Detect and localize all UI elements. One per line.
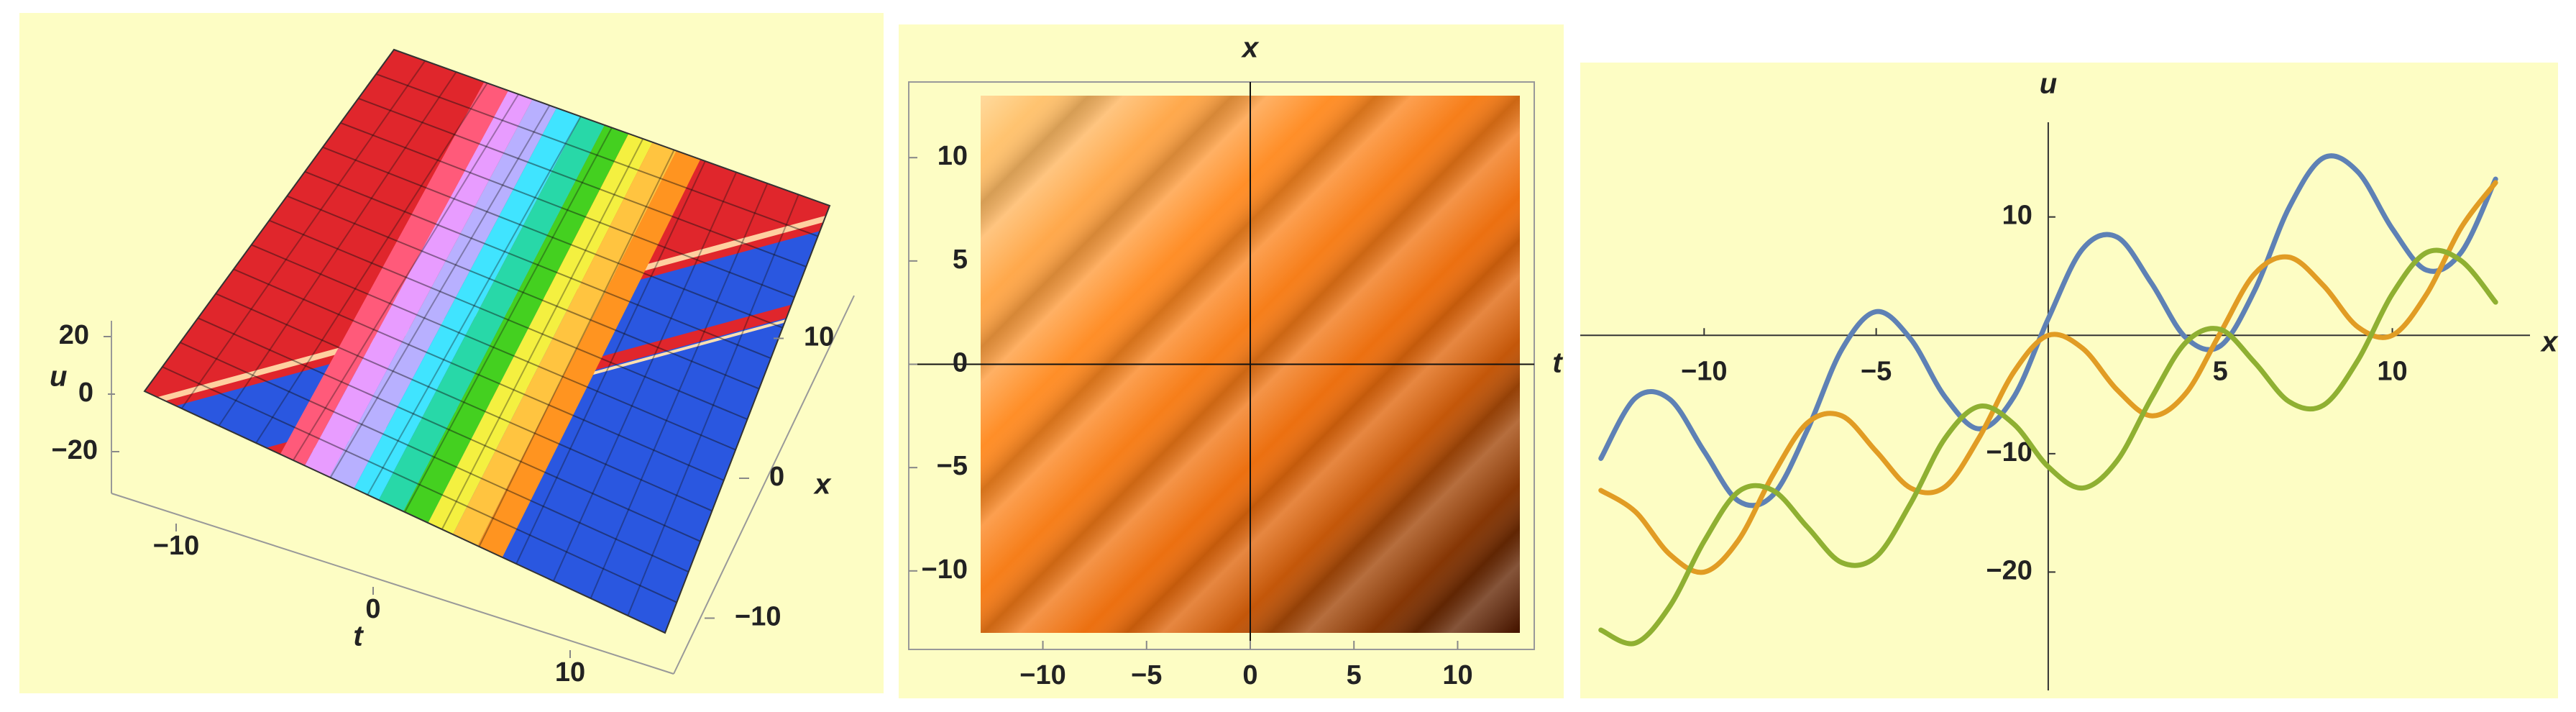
mesh-line — [304, 170, 771, 360]
mesh-line — [197, 317, 701, 542]
x-tick-label: −5 — [1861, 356, 1892, 386]
mesh-line — [269, 219, 748, 420]
box-edges — [111, 295, 855, 675]
x-axis-label: x — [1241, 32, 1260, 64]
x-axis-label: x — [2540, 327, 2559, 358]
x-tick-label: −10 — [1019, 660, 1065, 690]
x-tick-label: 0 — [1242, 660, 1257, 690]
x-axis-label: x — [813, 469, 832, 501]
tick-label: 0 — [365, 594, 380, 624]
y-tick-label: 5 — [953, 245, 968, 275]
mesh-line — [162, 366, 677, 603]
t-axis-label: t — [353, 621, 364, 652]
mesh-line — [340, 122, 795, 298]
mesh-line — [552, 172, 738, 582]
data-line — [1598, 180, 2498, 575]
y-axis-label: u — [2040, 68, 2057, 100]
tick-label: 10 — [555, 657, 585, 688]
tick-label: 0 — [78, 378, 93, 408]
y-tick-label: 10 — [938, 141, 968, 171]
mesh-line — [329, 104, 551, 478]
y-tick-label: −10 — [922, 554, 968, 585]
mesh-line — [375, 73, 818, 237]
mesh-line — [358, 97, 807, 268]
tick-label: 10 — [804, 322, 834, 352]
tick-label: −10 — [735, 602, 781, 632]
x-tick-label: −10 — [1681, 356, 1727, 386]
x-tick-label: 5 — [2213, 356, 2228, 386]
mesh-line — [478, 150, 675, 547]
mesh-line — [251, 244, 736, 451]
mesh-line — [441, 138, 644, 530]
mesh-line — [233, 268, 725, 481]
y-axis-label: t — [1552, 347, 1563, 379]
tick-label: 20 — [59, 320, 89, 350]
mesh-line — [367, 116, 582, 496]
mesh-line — [218, 71, 457, 426]
mesh-line — [627, 194, 799, 616]
y-tick-label: −5 — [937, 451, 968, 481]
x-tick-label: 10 — [1442, 660, 1472, 690]
mesh-line — [255, 82, 488, 444]
mesh-line — [293, 93, 519, 461]
data-line — [1598, 247, 2498, 647]
y-tick-label: 10 — [2002, 201, 2032, 231]
mesh-line — [215, 293, 712, 512]
mesh-line — [286, 195, 760, 390]
surface-outline — [143, 48, 831, 634]
mesh-line — [180, 60, 426, 409]
mesh-line — [515, 160, 706, 565]
panel-background — [1580, 63, 2558, 698]
tick-label: 0 — [769, 462, 784, 492]
mesh-line — [404, 127, 613, 513]
mesh-line — [322, 146, 783, 329]
mesh-line — [590, 183, 769, 599]
x-tick-label: −5 — [1131, 660, 1162, 690]
x-tick-label: 5 — [1347, 660, 1362, 690]
plot-frame — [908, 81, 1535, 650]
z-axis-label: u — [50, 361, 67, 393]
y-tick-label: −10 — [1986, 437, 2032, 467]
y-tick-label: 0 — [953, 348, 968, 378]
tick-label: −10 — [153, 531, 199, 561]
x-tick-label: 10 — [2377, 356, 2407, 386]
tick-label: −20 — [52, 435, 98, 465]
data-line — [1598, 153, 2498, 508]
y-tick-label: −20 — [1986, 555, 2032, 585]
mesh-line — [180, 342, 689, 573]
